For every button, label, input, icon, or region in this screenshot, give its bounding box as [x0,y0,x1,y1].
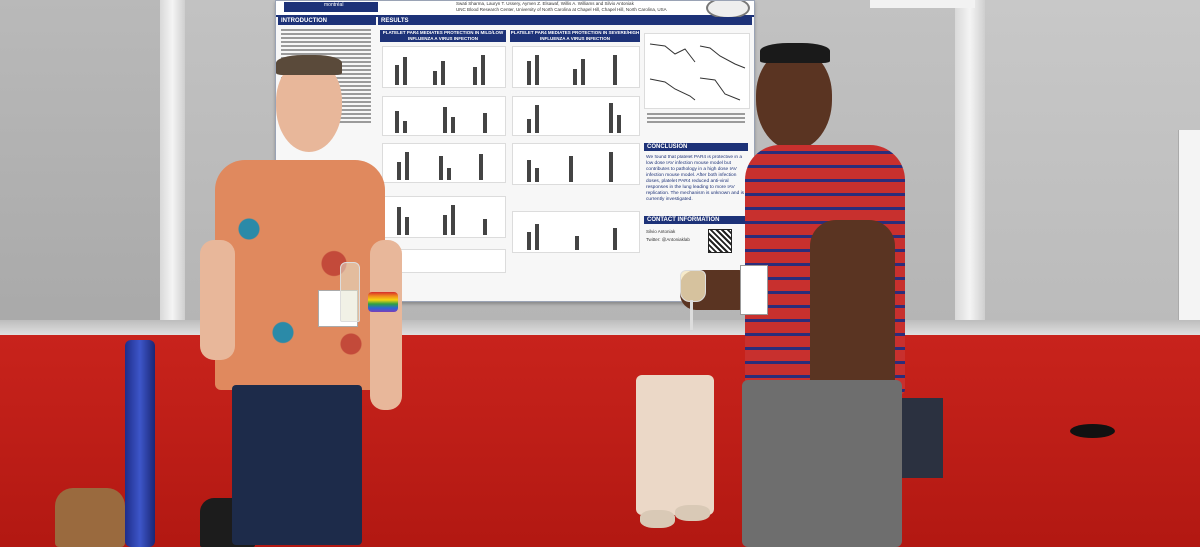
right-man-head [756,50,832,150]
figure-panel [512,211,640,253]
logo-text: montréal [324,2,344,8]
background-person-legs [636,375,714,515]
figure-panel-curves [644,33,750,109]
poster-affiliation: UNC Blood Research Center, University of… [456,7,667,12]
wine-glass-stem [690,300,693,330]
research-poster: montréal Swati Sharma, Lauryn T. Ussery,… [275,0,755,302]
section-introduction: INTRODUCTION [278,17,376,25]
neighbor-poster [1178,130,1200,340]
section-results: RESULTS [378,17,752,25]
left-man-hair [276,55,342,75]
left-man-head [276,60,342,152]
results-col1-title: PLATELET PAR4 MEDIATES PROTECTION IN MIL… [380,30,506,42]
right-man-hair [760,43,830,63]
figure-panel [382,249,506,273]
left-man-arm-left [200,240,235,360]
poster-authors: Swati Sharma, Lauryn T. Ussery, Aymen Z.… [456,1,634,6]
left-man-floral-shirt [215,160,385,390]
rainbow-wristband [368,292,398,312]
results-col2-title: PLATELET PAR4 MEDIATES PROTECTION IN SEV… [510,30,640,42]
booth-sign [870,0,975,8]
booth-panel-left [0,0,175,350]
figure-panel [382,196,506,238]
survival-curves [649,43,746,101]
contact-name: Silvio Antoniak [646,229,676,234]
figure-panel [382,46,506,88]
conference-logo: montréal [284,2,378,12]
left-man-shorts [232,385,362,545]
figure-panel [512,96,640,136]
figure-panel [512,46,640,88]
section-conclusion: CONCLUSION [644,143,748,151]
figure-caption [644,111,748,137]
background-person-right [898,398,943,478]
conclusion-text: We found that platelet PAR4 is protectiv… [646,155,745,202]
figure-panel [382,143,506,183]
section-contact: CONTACT INFORMATION [644,216,748,224]
poster-header: montréal Swati Sharma, Lauryn T. Ussery,… [276,1,754,19]
red-carpet-floor [0,335,1200,547]
poster-tube [125,340,155,547]
booth-base-rail [0,320,1200,335]
background-shoe [640,510,675,528]
background-shoe [675,505,710,521]
figure-panel [512,143,640,185]
wine-glass-left [340,262,360,322]
contact-twitter: Twitter: @Antoniaklab [646,237,690,242]
left-man-arm-right [370,240,402,410]
figure-panel [382,96,506,136]
qr-code [708,229,732,253]
right-man-shorts [742,380,902,547]
right-man-badge [740,265,768,315]
wine-glass-right [680,270,706,302]
brown-bag [55,488,125,547]
background-shoe [1070,424,1115,438]
